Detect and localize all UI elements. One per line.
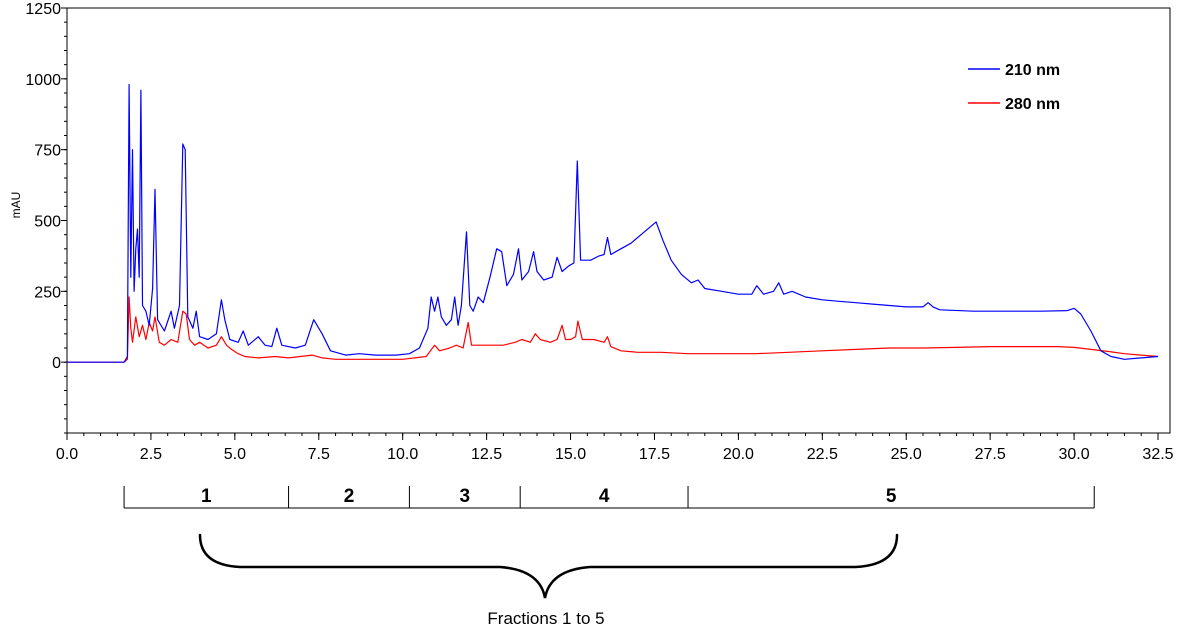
fraction-ruler: 1 2 3 4 5	[123, 486, 1095, 509]
x-tick-label-3: 7.5	[308, 446, 330, 463]
x-tick-label-4: 10.0	[387, 446, 418, 463]
fraction-label-5: 5	[886, 486, 897, 507]
fractions-curly-brace	[198, 533, 899, 599]
legend-label-280nm: 280 nm	[1005, 96, 1060, 113]
x-tick-label-9: 22.5	[807, 446, 838, 463]
y-axis-title: mAU	[9, 192, 23, 219]
y-tick-label-3: 750	[34, 143, 61, 160]
x-tick-label-11: 27.5	[975, 446, 1006, 463]
fractions-label: Fractions 1 to 5	[487, 609, 604, 628]
x-tick-label-2: 5.0	[224, 446, 246, 463]
series-lines	[67, 83, 1159, 363]
x-tick-label-5: 12.5	[471, 446, 502, 463]
x-tick-label-10: 25.0	[891, 446, 922, 463]
y-tick-label-5: 1250	[25, 1, 61, 18]
y-tick-label-2: 500	[34, 214, 61, 231]
y-tick-label-1: 250	[34, 284, 61, 301]
x-tick-label-1: 2.5	[140, 446, 162, 463]
x-tick-label-7: 17.5	[639, 446, 670, 463]
x-tick-label-13: 32.5	[1142, 446, 1173, 463]
legend: 210 nm 280 nm	[968, 62, 1060, 113]
axes: 0.0 2.5 5.0 7.5 10.0 12.5 15.0 17.5 20.0 22.5 25.0…	[25, 1, 1173, 463]
x-tick-label-8: 20.0	[723, 446, 754, 463]
fraction-label-4: 4	[599, 486, 610, 507]
y-tick-label-0: 0	[52, 355, 61, 372]
fraction-label-3: 3	[460, 486, 471, 507]
fraction-label-2: 2	[344, 486, 355, 507]
x-tick-label-12: 30.0	[1059, 446, 1090, 463]
x-tick-label-0: 0.0	[56, 446, 78, 463]
series-line-210nm	[67, 83, 1159, 363]
series-line-280nm	[67, 296, 1159, 363]
legend-label-210nm: 210 nm	[1005, 62, 1060, 79]
x-tick-label-6: 15.0	[555, 446, 586, 463]
y-tick-label-4: 1000	[25, 72, 61, 89]
fraction-label-1: 1	[201, 486, 212, 507]
